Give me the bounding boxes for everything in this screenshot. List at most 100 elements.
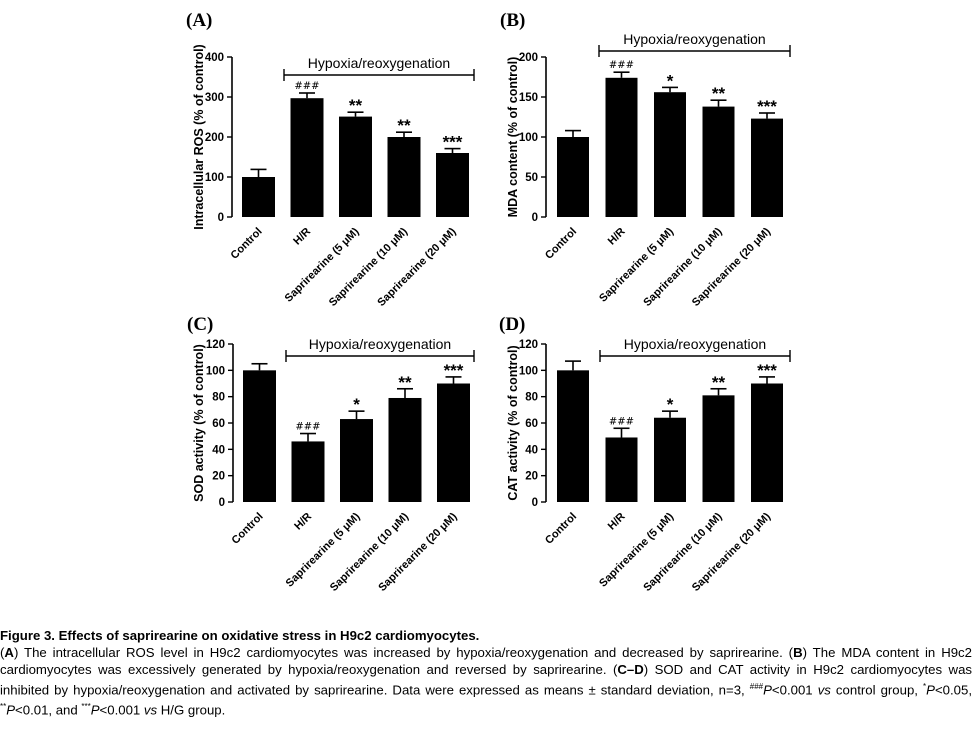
category-label: Control xyxy=(229,511,265,547)
bar xyxy=(243,370,276,502)
caption-t2: control group, xyxy=(830,682,924,698)
category-label: Control xyxy=(228,226,264,262)
caption-p-2: P xyxy=(926,682,935,698)
significance-label: *** xyxy=(757,97,777,116)
bar xyxy=(654,417,686,502)
y-tick-label: 0 xyxy=(532,212,538,224)
bar xyxy=(290,98,324,217)
y-tick-label: 100 xyxy=(206,365,225,377)
y-tick-label: 80 xyxy=(212,392,225,404)
bar xyxy=(557,137,589,217)
y-tick-label: 0 xyxy=(218,212,224,224)
caption-vs-1: vs xyxy=(817,682,831,698)
bracket-label: Hypoxia/reoxygenation xyxy=(308,55,450,71)
category-label: Saprirearine (20 μM) xyxy=(376,510,460,594)
significance-label: * xyxy=(667,395,674,414)
y-tick-label: 400 xyxy=(205,52,224,64)
category-label: Saprirearine (20 μM) xyxy=(690,510,774,594)
y-tick-label: 40 xyxy=(212,444,225,456)
significance-label: * xyxy=(667,71,674,90)
category-label: Saprirearine (20 μM) xyxy=(375,225,459,309)
bar xyxy=(605,437,638,502)
y-tick-label: 120 xyxy=(206,339,225,351)
y-tick-label: 100 xyxy=(205,172,224,184)
significance-label: *** xyxy=(443,133,463,152)
y-tick-label: 0 xyxy=(532,497,538,509)
y-tick-label: 200 xyxy=(205,132,224,144)
bar xyxy=(751,118,783,217)
caption-p-4: P xyxy=(90,702,100,718)
bar xyxy=(387,137,421,217)
caption-sup-1: ### xyxy=(749,682,764,691)
significance-label: *** xyxy=(757,361,777,380)
bar xyxy=(242,177,275,217)
y-tick-label: 60 xyxy=(525,418,538,430)
panel-label: (B) xyxy=(500,10,525,31)
caption-t3: <0.05, xyxy=(934,682,972,698)
significance-label: ** xyxy=(712,373,726,392)
chart-d: (D) CAT activity (% of control) 0 20 40 60 80 1… xyxy=(499,314,791,594)
y-axis-label: MDA content (% of control) xyxy=(506,57,520,218)
bar xyxy=(605,77,638,217)
bar xyxy=(654,92,686,217)
bar xyxy=(388,397,422,502)
category-label: Saprirearine (10 μM) xyxy=(327,225,411,309)
chart-panel-b: (B) MDA content (% of control) 0 50 100 150 20… xyxy=(487,0,974,310)
y-axis-label: CAT activity (% of control) xyxy=(506,345,520,500)
category-label: Saprirearine (10 μM) xyxy=(641,510,725,594)
y-tick-label: 120 xyxy=(519,339,538,351)
chart-panel-a: (A) Intracellular ROS (% of control) 0 100 2… xyxy=(0,0,487,310)
y-tick-label: 100 xyxy=(519,132,538,144)
category-label: Control xyxy=(543,511,579,547)
panel-label: (D) xyxy=(499,314,525,335)
bar xyxy=(291,441,325,502)
bar xyxy=(340,419,373,502)
y-tick-label: 200 xyxy=(519,52,538,64)
caption-t6: H/G group. xyxy=(157,702,226,718)
significance-label: ** xyxy=(398,373,412,392)
significance-label: ### xyxy=(609,416,634,427)
figure-caption: Figure 3. Effects of saprirearine on oxi… xyxy=(0,627,972,719)
y-tick-label: 100 xyxy=(519,365,538,377)
panel-label: (A) xyxy=(186,10,212,31)
caption-title: Figure 3. Effects of saprirearine on oxi… xyxy=(0,628,480,643)
caption-b-text: ) The MDA content in H9c2 cardiomyocytes… xyxy=(0,645,972,677)
category-label: Control xyxy=(543,226,579,262)
caption-body: (A) The intracellular ROS level in H9c2 … xyxy=(0,645,973,718)
significance-label: ** xyxy=(397,116,411,135)
bar xyxy=(557,370,589,502)
significance-label: ** xyxy=(712,84,726,103)
chart-panel-c: (C) SOD activity (% of control) 0 20 40 60 80 1… xyxy=(0,310,487,615)
bar xyxy=(702,395,735,502)
caption-p-3: P xyxy=(6,702,16,718)
significance-label: * xyxy=(353,395,360,414)
caption-vs-2: vs xyxy=(143,702,158,718)
caption-sup-3: ** xyxy=(0,702,7,712)
significance-label: *** xyxy=(444,361,464,380)
category-label: Saprirearine (20 μM) xyxy=(690,225,774,309)
caption-t5: <0.001 xyxy=(99,702,144,718)
bracket-label: Hypoxia/reoxygenation xyxy=(623,31,765,47)
chart-b: (B) MDA content (% of control) 0 50 100 150 20… xyxy=(500,10,791,309)
bar xyxy=(436,153,469,217)
y-tick-label: 300 xyxy=(205,92,224,104)
y-axis-label: SOD activity (% of control) xyxy=(192,344,206,502)
caption-t4: <0.01, and xyxy=(15,702,82,718)
category-label: H/R xyxy=(606,511,628,533)
category-label: Saprirearine (10 μM) xyxy=(641,225,725,309)
caption-cd-label: C–D xyxy=(617,662,644,677)
caption-b-label: B xyxy=(793,645,803,660)
caption-a-label: A xyxy=(4,645,14,660)
y-tick-label: 0 xyxy=(219,497,225,509)
category-label: H/R xyxy=(606,226,628,248)
y-tick-label: 40 xyxy=(525,444,538,456)
y-tick-label: 20 xyxy=(212,471,225,483)
significance-label: ### xyxy=(294,81,319,92)
bracket-label: Hypoxia/reoxygenation xyxy=(309,336,451,352)
category-label: H/R xyxy=(292,511,314,533)
chart-panel-d: (D) CAT activity (% of control) 0 20 40 60 80 1… xyxy=(487,310,974,615)
panel-label: (C) xyxy=(187,314,213,335)
y-tick-label: 80 xyxy=(525,392,538,404)
caption-sup-4: *** xyxy=(81,702,91,712)
bar xyxy=(751,383,783,502)
